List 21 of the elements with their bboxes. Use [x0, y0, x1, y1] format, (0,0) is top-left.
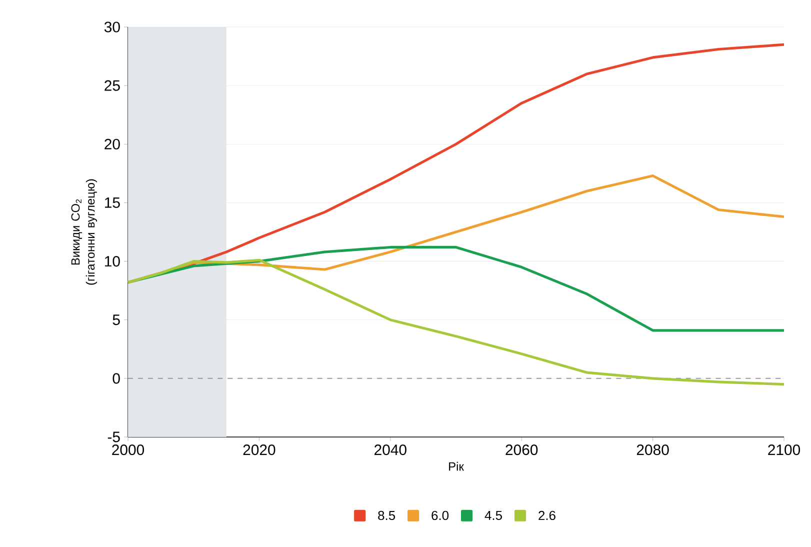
legend-label: 4.5: [484, 510, 502, 520]
y-tick-label: 5: [112, 314, 120, 326]
y-tick-label: -5: [108, 432, 120, 442]
y-tick-label: 30: [104, 22, 120, 32]
legend-label: 2.6: [538, 510, 556, 520]
y-tick-label: 10: [105, 256, 120, 267]
x-tick-label: 2020: [243, 444, 276, 456]
x-tick-label: 2000: [112, 444, 144, 456]
y-axis-title: Викиди CO$_{2}$ (гігатонни вуглецю): [71, 179, 98, 285]
x-tick-label: 2040: [374, 444, 406, 456]
line-series: [126, 258, 786, 386]
x-tick-label: 2080: [636, 444, 669, 456]
x-axis-title: Рік: [449, 462, 464, 471]
y-tick-label: 0: [112, 373, 120, 384]
legend-label: 6.0: [432, 510, 449, 520]
legend-label: 8.5: [378, 510, 396, 520]
x-tick-label: 2060: [506, 444, 538, 456]
x-tick-label: 2100: [768, 444, 800, 456]
y-tick-label: 25: [104, 80, 120, 91]
y-tick-label: 15: [105, 198, 120, 208]
y-tick-label: 20: [104, 138, 120, 150]
